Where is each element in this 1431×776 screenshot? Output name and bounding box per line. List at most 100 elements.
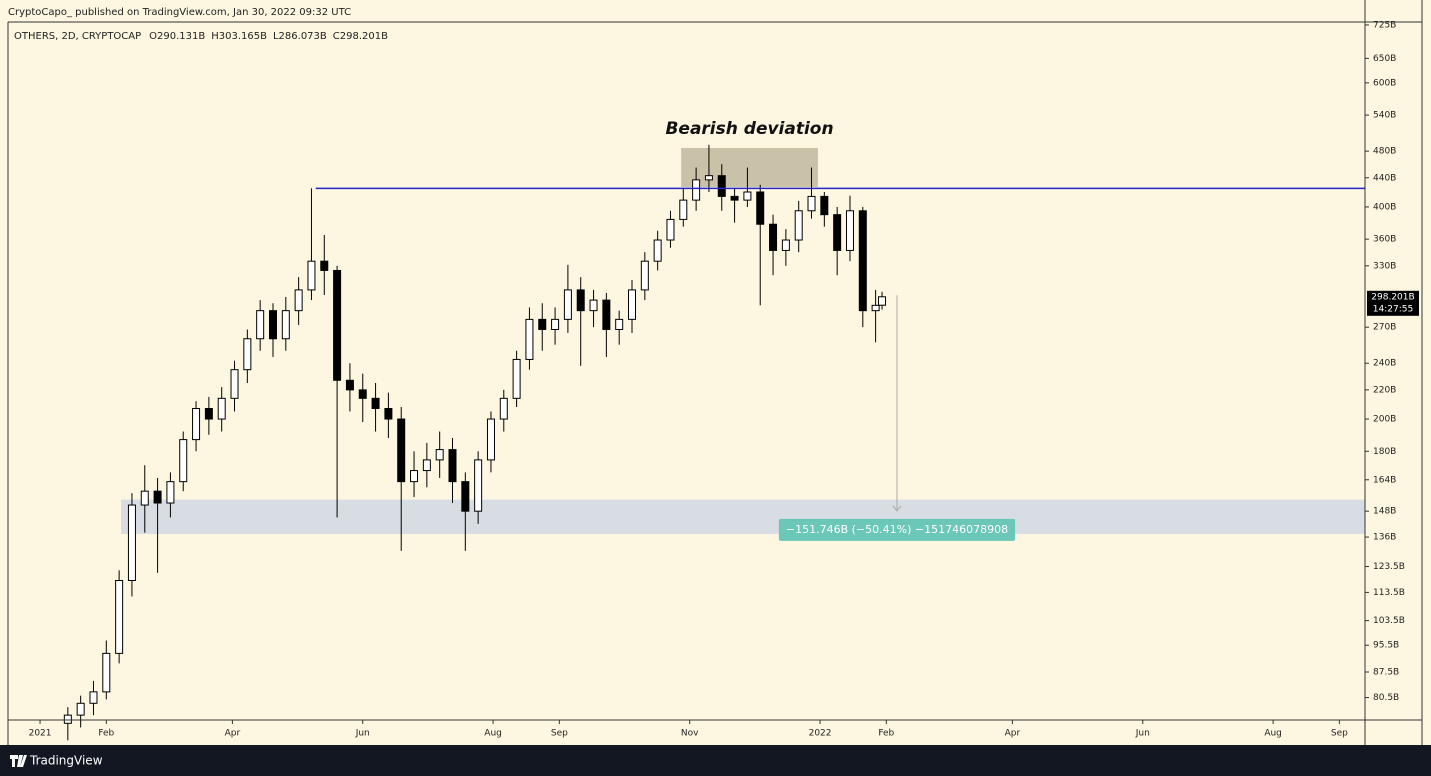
candle-body [743,191,752,201]
x-tick-label: Nov [681,729,699,739]
candle-body [538,318,547,330]
candle-body [281,310,290,340]
candle-body [320,260,329,271]
candle-body [153,490,162,504]
measure-label: −151.746B (−50.41%) −151746078908 [786,523,1008,536]
y-tick-label: 80.5B [1373,693,1399,703]
y-tick-label: 136B [1373,533,1396,543]
candle-body [127,504,136,581]
candle-body [102,652,111,693]
candle-body [89,691,98,704]
x-tick-label: Sep [1331,729,1348,739]
y-tick-label: 240B [1373,359,1396,369]
ohlc-label: H303.165B [211,31,267,42]
x-tick-label: Jun [1135,729,1150,739]
candle-body [704,175,713,181]
footer [0,745,1431,776]
x-tick-label: Feb [98,729,114,739]
candle-body [871,304,880,312]
candle-body [845,210,854,251]
deviation-box [681,147,818,187]
x-tick-label: Feb [878,729,894,739]
candle-body [268,310,277,340]
candle-body [397,418,406,483]
y-tick-label: 480B [1373,147,1396,157]
candle-body [307,260,316,291]
last-price-box [1367,290,1419,316]
logo-text: TradingView [29,754,103,768]
y-tick-label: 220B [1373,385,1396,395]
candle-body [679,199,688,220]
y-tick-label: 95.5B [1373,641,1399,651]
symbol: OTHERS, 2D, CRYPTOCAP [14,31,141,42]
y-tick-label: 600B [1373,78,1396,88]
x-tick-label: Aug [1264,729,1282,739]
candle-body [345,379,354,391]
x-tick-label: Aug [484,729,502,739]
candle-body [115,579,124,654]
candle-body [333,269,342,381]
candle-body [499,397,508,420]
y-tick-label: 148B [1373,507,1396,517]
support-zone [121,499,1365,534]
candle-body [807,195,816,212]
candle-body [820,195,829,216]
candle-body [769,223,778,251]
candle-body [358,389,367,399]
y-tick-label: 330B [1373,261,1396,271]
y-tick-label: 540B [1373,111,1396,121]
y-tick-label: 164B [1373,475,1396,485]
x-tick-label: Jun [355,729,370,739]
candle-body [256,310,265,340]
x-tick-label: Apr [225,729,241,739]
countdown-label: 14:27:55 [1373,304,1413,314]
ohlc-label: C298.201B [333,31,388,42]
candle-body [486,418,495,461]
y-tick-label: 400B [1373,202,1396,212]
candle-body [217,397,226,420]
candle-body [602,299,611,330]
candle-body [653,239,662,262]
candle-body [858,210,867,312]
measure-label-box [778,518,1016,541]
y-tick-label: 200B [1373,415,1396,425]
x-tick-label: 2022 [809,729,832,739]
candle-body [179,439,188,483]
y-tick-label: 113.5B [1373,588,1405,598]
deviation-label: Bearish deviation [665,119,833,139]
candle-body [76,702,85,716]
candle-body [666,218,675,241]
y-tick-label: 87.5B [1373,668,1399,678]
candle-body [833,214,842,251]
candle-body [730,195,739,201]
x-tick-label: 2021 [29,729,52,739]
candle-body [576,289,585,312]
candle-body [410,470,419,483]
ohlc-label: O290.131B [149,31,205,42]
candle-body [294,289,303,312]
candle-body [692,179,701,201]
y-tick-label: 103.5B [1373,616,1405,626]
candle-body [474,459,483,512]
candle-body [230,369,239,399]
candle-body [615,318,624,330]
candle-body [435,449,444,461]
candle-body [448,449,457,483]
plot-layer: Bearish deviation −151.746B (−50.41%) −15… [63,119,1365,741]
x-tick-label: Apr [1005,729,1021,739]
y-tick-label: 650B [1373,54,1396,64]
candle-body [140,490,149,506]
candle-body [371,397,380,410]
y-tick-label: 360B [1373,235,1396,245]
candle-body [878,296,887,306]
candle-body [781,239,790,251]
candle-body [204,408,213,420]
candle-body [243,338,252,371]
y-tick-label: 725B [1373,20,1396,30]
attribution: CryptoCapo_ published on TradingView.com… [8,7,351,18]
candle-body [589,299,598,312]
candle-body [512,358,521,399]
y-tick-label: 180B [1373,447,1396,457]
